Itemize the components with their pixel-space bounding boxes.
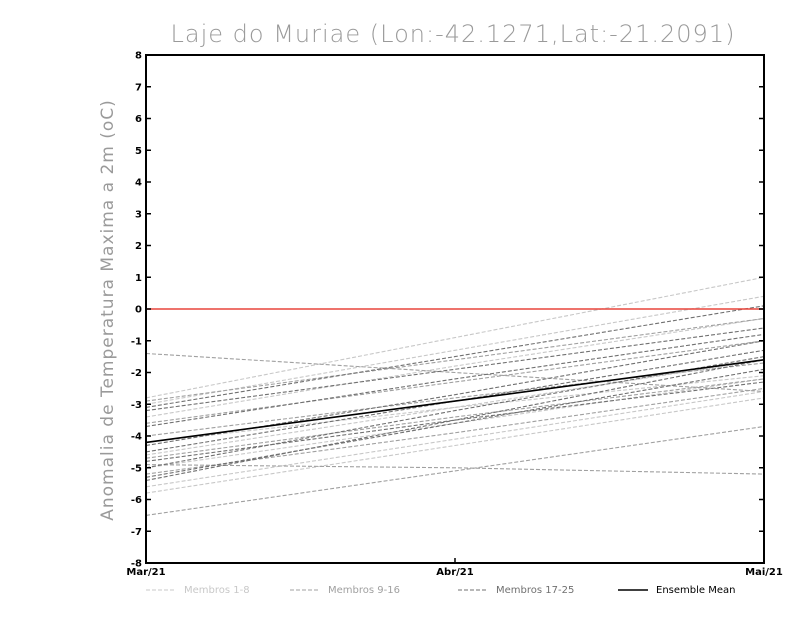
y-tick-label: 5 [135, 146, 142, 157]
y-tick-label: -8 [131, 559, 142, 570]
series-line-ensemble-mean [145, 359, 765, 444]
legend-label-membros-9-16: Membros 9-16 [328, 585, 400, 596]
y-tick-label: 7 [135, 82, 142, 93]
y-tick-label: -3 [131, 400, 142, 411]
series-line-membro-1 [145, 276, 765, 399]
legend: Membros 1-8 Membros 9-16 Membros 17-25 Ense… [146, 585, 735, 596]
series-line-membro-13 [145, 378, 765, 459]
y-ticks: -8 -7 -6 -5 -4 -3 -2 -1 0 1 2 3 4 5 6 7 8 [131, 51, 764, 570]
y-tick-label: -1 [131, 336, 142, 347]
y-tick-label: -2 [131, 368, 142, 379]
chart-title: Laje do Muriae (Lon:-42.1271,Lat:-21.209… [171, 20, 736, 48]
x-tick-label: Abr/21 [436, 567, 473, 578]
y-tick-label: -6 [131, 495, 142, 506]
y-tick-label: 6 [135, 114, 142, 125]
x-tick-label: Mar/21 [126, 567, 165, 578]
y-axis-label: Anomalia de Temperatura Maxima a 2m (oC) [98, 99, 118, 521]
series-line-membro-6 [145, 390, 765, 488]
x-ticks: Mar/21 Abr/21 Mai/21 [126, 558, 783, 578]
series-line-membro-18 [145, 327, 765, 412]
y-tick-label: -7 [131, 527, 142, 538]
series-line-membro-2 [145, 295, 765, 405]
series-line-membro-23 [145, 368, 765, 478]
series-line-membro-11 [145, 340, 765, 424]
legend-label-ensemble-mean: Ensemble Mean [656, 585, 735, 596]
y-tick-label: 1 [135, 273, 142, 284]
series-line-membro-17 [145, 305, 765, 408]
x-tick-label: Mai/21 [745, 567, 783, 578]
series-line-membro-15 [145, 425, 765, 516]
series-line-membro-22 [145, 356, 765, 469]
y-tick-label: 2 [135, 241, 142, 252]
series-line-membro-10 [145, 317, 765, 402]
y-tick-label: 3 [135, 209, 142, 220]
series-line-membro-3 [145, 317, 765, 418]
series-line-membro-9 [145, 352, 765, 393]
series-line-membro-12 [145, 362, 765, 437]
series-line-membro-16 [145, 464, 765, 475]
series-line-membro-19 [145, 333, 765, 428]
series-line-membro-24 [145, 381, 765, 462]
y-tick-label: 0 [135, 305, 142, 316]
legend-label-membros-1-8: Membros 1-8 [184, 585, 250, 596]
y-tick-label: 4 [135, 178, 142, 189]
legend-label-membros-17-25: Membros 17-25 [496, 585, 574, 596]
series-line-membro-25 [145, 359, 765, 482]
series-layer [145, 276, 765, 516]
y-tick-label: -4 [131, 432, 142, 443]
series-line-membro-4 [145, 359, 765, 456]
series-line-membro-8 [145, 375, 765, 443]
series-line-membro-7 [145, 397, 765, 494]
y-tick-label: -5 [131, 463, 142, 474]
y-tick-label: 8 [135, 51, 142, 62]
